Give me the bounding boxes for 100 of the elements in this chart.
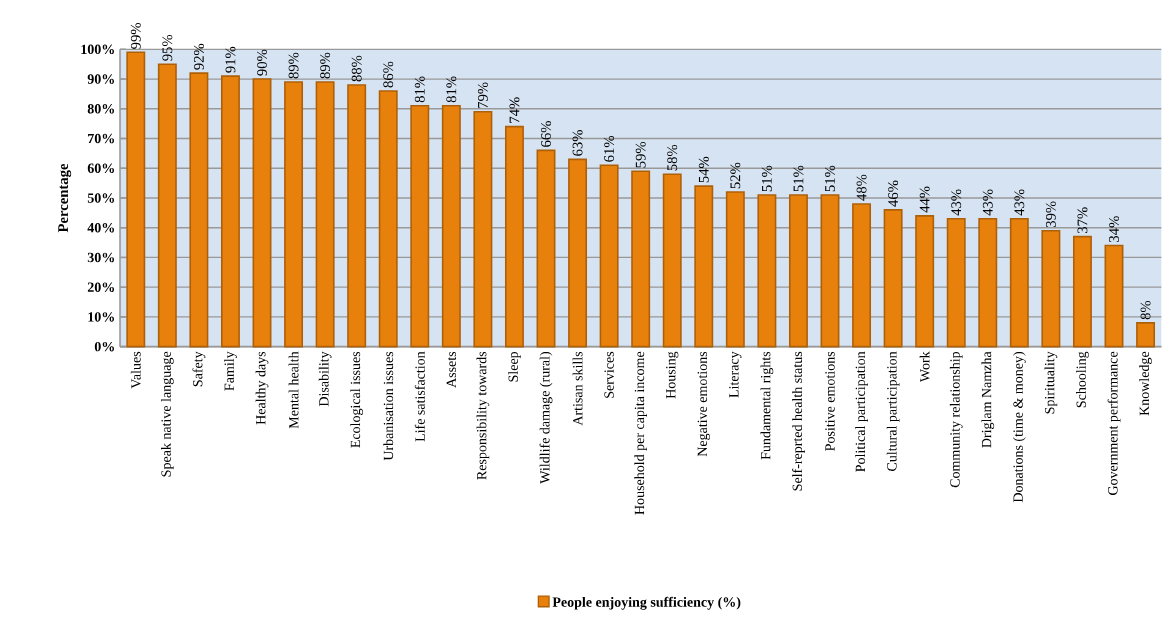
bar bbox=[788, 194, 808, 348]
bar bbox=[504, 125, 524, 348]
data-label: 43% bbox=[982, 189, 993, 216]
bar bbox=[410, 105, 430, 348]
data-label: 81% bbox=[446, 76, 457, 103]
bar bbox=[946, 218, 966, 348]
bar bbox=[1009, 218, 1029, 348]
bar bbox=[757, 194, 777, 348]
x-tick-label: Assets bbox=[446, 351, 457, 388]
x-tick-label: Knowledge bbox=[1139, 351, 1152, 416]
bar bbox=[852, 203, 872, 348]
bar bbox=[820, 194, 840, 348]
y-tick-label: 70% bbox=[88, 133, 114, 144]
x-tick-label: Ecological issues bbox=[350, 351, 364, 448]
data-label: 34% bbox=[1109, 216, 1119, 242]
bar bbox=[126, 51, 146, 348]
bar bbox=[473, 110, 493, 348]
data-label: 37% bbox=[1077, 207, 1088, 233]
bar bbox=[252, 78, 272, 348]
data-label: 92% bbox=[193, 43, 204, 70]
x-tick-label: Housing bbox=[666, 351, 679, 399]
x-tick-label: Schooling bbox=[1076, 351, 1089, 408]
bar bbox=[978, 218, 998, 348]
bar bbox=[694, 185, 714, 348]
x-tick-label: Speak native language bbox=[160, 351, 174, 477]
bar bbox=[378, 90, 398, 348]
bar bbox=[284, 81, 304, 348]
data-label: 46% bbox=[888, 180, 899, 207]
bar bbox=[1104, 244, 1124, 348]
x-tick-label: Responsibility towards bbox=[476, 351, 490, 480]
x-tick-label: Urbanisation issues bbox=[383, 351, 394, 461]
y-tick-label: 80% bbox=[87, 104, 114, 114]
data-label: 99% bbox=[130, 22, 141, 49]
data-label: 66% bbox=[541, 121, 551, 147]
data-label: 95% bbox=[162, 34, 173, 61]
bar bbox=[441, 105, 461, 348]
bar bbox=[599, 164, 619, 348]
bar bbox=[568, 158, 588, 348]
y-tick-label: 0% bbox=[94, 341, 114, 352]
x-tick-label: Safety bbox=[192, 351, 206, 387]
bar bbox=[157, 63, 177, 348]
data-label: 8% bbox=[1140, 300, 1151, 320]
data-label: 79% bbox=[477, 82, 488, 108]
x-tick-label: Positive emotions bbox=[825, 351, 835, 451]
y-tick-label: 50% bbox=[87, 193, 114, 203]
bar bbox=[725, 191, 745, 348]
bar bbox=[220, 75, 240, 348]
bar bbox=[315, 81, 335, 348]
x-tick-label: Self-reprted health status bbox=[792, 351, 805, 491]
x-tick-label: Sleep bbox=[508, 351, 521, 382]
data-label: 86% bbox=[383, 61, 394, 88]
data-label: 90% bbox=[257, 49, 267, 76]
data-label: 39% bbox=[1045, 201, 1056, 228]
data-label: 58% bbox=[667, 144, 678, 171]
x-tick-label: Work bbox=[919, 351, 930, 383]
x-tick-label: Values bbox=[130, 351, 141, 389]
bar bbox=[1072, 235, 1092, 348]
x-tick-label: Disability bbox=[318, 351, 332, 407]
x-tick-label: Mental health bbox=[288, 351, 299, 429]
x-tick-label: Fundamental rights bbox=[760, 351, 774, 460]
data-label: 51% bbox=[761, 165, 772, 192]
data-label: 43% bbox=[1014, 189, 1025, 216]
x-tick-label: Community relationship bbox=[949, 351, 963, 488]
data-label: 54% bbox=[698, 156, 709, 183]
data-label: 63% bbox=[572, 130, 583, 156]
x-tick-label: Healthy days bbox=[255, 351, 269, 425]
bar bbox=[1041, 229, 1061, 348]
data-label: 51% bbox=[825, 165, 835, 192]
data-label: 91% bbox=[225, 46, 236, 73]
bar bbox=[1136, 322, 1156, 348]
data-label: 89% bbox=[320, 52, 331, 79]
data-label: 74% bbox=[509, 97, 520, 123]
x-tick-label: Household per capita income bbox=[634, 351, 648, 515]
y-tick-label: 60% bbox=[87, 163, 114, 174]
x-tick-label: Literacy bbox=[729, 351, 742, 398]
x-tick-label: Family bbox=[224, 351, 237, 391]
x-tick-label: Artisan skills bbox=[572, 351, 583, 426]
data-label: 43% bbox=[951, 189, 962, 216]
bar bbox=[631, 170, 651, 348]
bar bbox=[915, 215, 935, 348]
data-label: 59% bbox=[635, 141, 646, 168]
y-tick-label: 40% bbox=[87, 222, 114, 233]
x-tick-label: Services bbox=[604, 351, 614, 398]
bar bbox=[347, 84, 367, 348]
bar bbox=[662, 173, 682, 348]
y-tick-label: 10% bbox=[88, 312, 114, 322]
y-tick-label: 90% bbox=[87, 74, 114, 84]
x-tick-label: Government performance bbox=[1107, 351, 1121, 496]
data-label: 52% bbox=[730, 162, 741, 189]
x-tick-label: Driglam Namzha bbox=[981, 351, 995, 448]
y-axis-title: Percentage bbox=[58, 163, 72, 233]
x-tick-label: Spirituality bbox=[1044, 351, 1058, 414]
x-tick-label: Negative emotions bbox=[697, 351, 710, 457]
data-label: 51% bbox=[793, 165, 804, 192]
x-tick-label: Cultural participation bbox=[886, 351, 900, 471]
legend-label: People enjoying sufficiency (%) bbox=[552, 596, 741, 610]
bar bbox=[189, 72, 209, 348]
data-label: 44% bbox=[919, 186, 930, 213]
x-tick-label: Wildlife damage (rural) bbox=[539, 351, 553, 484]
x-tick-label: Political participation bbox=[855, 351, 868, 472]
